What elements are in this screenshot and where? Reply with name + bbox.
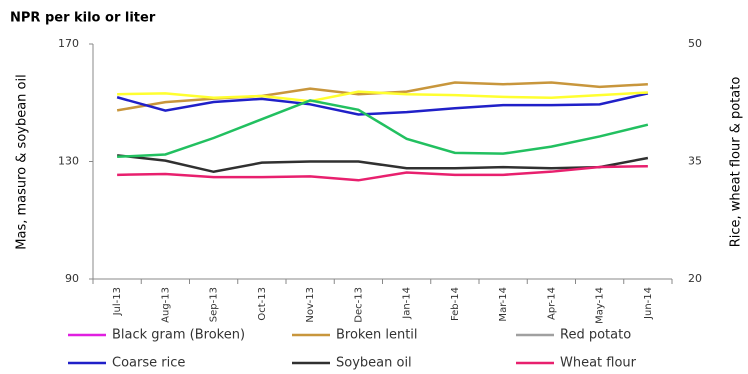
x-tick-label: Jul-13 (112, 287, 123, 316)
x-tick-label: Jan-14 (402, 287, 413, 320)
legend-label: Red potato (560, 328, 631, 343)
y2-tick-label: 20 (688, 272, 702, 285)
y2-tick-label: 35 (688, 155, 702, 168)
y-tick-label: 90 (65, 272, 79, 285)
y2-axis-title: Rice, wheat flour & potato (729, 77, 744, 248)
legend-label: Broken lentil (336, 328, 418, 343)
x-tick-label: May-14 (595, 287, 606, 324)
legend-label: Soybean oil (336, 356, 412, 371)
y-tick-label: 170 (58, 37, 79, 50)
series-line (116, 154, 649, 174)
x-tick-label: Sep-13 (209, 287, 220, 322)
x-tick-label: Mar-14 (498, 287, 509, 322)
y2-tick-label: 50 (688, 37, 702, 50)
series-line (117, 99, 649, 159)
x-tick-label: Apr-14 (546, 287, 557, 320)
y-tick-label: 130 (58, 155, 79, 168)
x-tick-label: Nov-13 (305, 287, 316, 323)
x-tick-label: Aug-13 (160, 287, 171, 323)
chart-title: NPR per kilo or liter (10, 11, 156, 26)
legend-label: Black gram (Broken) (112, 328, 245, 343)
x-tick-label: Feb-14 (450, 287, 461, 321)
legend-label: Coarse rice (112, 356, 185, 371)
legend-label: Wheat flour (560, 356, 637, 371)
series-line (116, 92, 649, 116)
series-line (117, 164, 648, 182)
x-tick-label: Jun-14 (643, 287, 654, 320)
y-axis-title: Mas, masuro & soybean oil (15, 74, 30, 249)
x-tick-label: Oct-13 (257, 287, 268, 321)
x-tick-label: Dec-13 (353, 287, 364, 323)
series-line (117, 90, 648, 103)
